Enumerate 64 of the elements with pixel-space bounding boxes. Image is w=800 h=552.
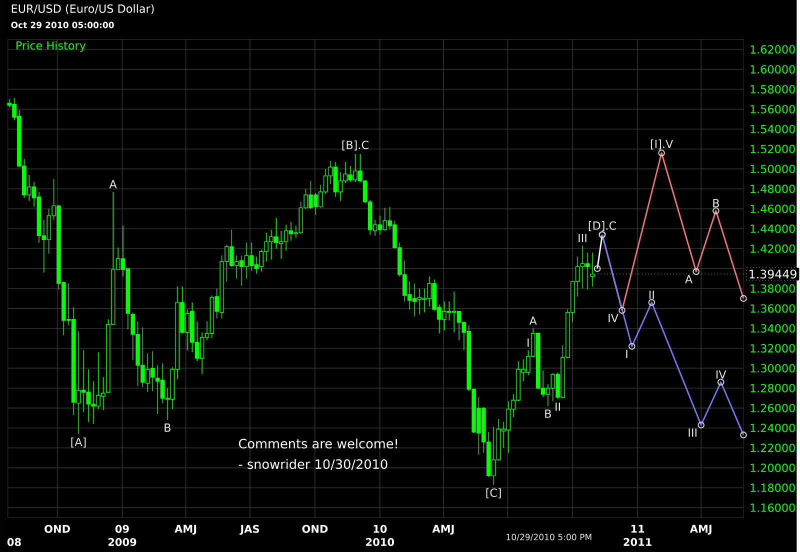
annotation: [A] [71, 437, 86, 448]
y-tick-label: 1.54000 [750, 124, 795, 134]
chart-title: EUR/USD (Euro/US Dollar) [12, 4, 154, 14]
y-tick-label: 1.32000 [750, 344, 795, 352]
y-tick-label: 1.52000 [750, 144, 795, 154]
annotation: II [556, 402, 560, 411]
y-tick-label: 1.44000 [750, 224, 795, 233]
y-tick-label: 1.18000 [750, 483, 795, 492]
y-tick-label: 1.48000 [750, 184, 795, 194]
y-tick-label: 1.34000 [750, 324, 795, 333]
x-tick-label: AMJ [432, 524, 454, 535]
y-tick-label: 1.58000 [750, 84, 795, 94]
annotation: B [713, 199, 719, 208]
y-tick-label: 1.42000 [750, 244, 795, 253]
x-tick-label: AMJ [690, 524, 712, 535]
y-tick-label: 1.36000 [750, 304, 795, 313]
annotation: [B].C [342, 140, 368, 150]
x-tick-label: OND [302, 524, 328, 533]
candlestick [590, 252, 595, 287]
annotation: A [685, 275, 693, 284]
x-tick-label: 09 [115, 524, 129, 533]
y-tick-label: 1.62000 [750, 45, 795, 54]
x-tick-label: 11 [631, 524, 644, 533]
annotation: II [649, 290, 654, 299]
point [594, 265, 601, 272]
annotation: B [545, 410, 551, 418]
y-tick-label: 1.60000 [750, 65, 795, 74]
x2-tick-label: 2010 [366, 538, 394, 546]
y-tick-label: 1.16000 [750, 503, 795, 512]
annotation: A [529, 316, 537, 325]
x-tick-label: JAS [240, 524, 260, 535]
annotation: IV [716, 370, 726, 379]
y-tick-label: 1.46000 [750, 204, 795, 213]
y-tick-label: 1.20000 [750, 464, 795, 472]
text: Price History [16, 40, 86, 52]
x-tick-label: AMJ [174, 524, 196, 535]
x-tick-label: OND [44, 524, 70, 533]
annotation: I [626, 350, 628, 358]
x2-tick-label: 2011 [624, 538, 652, 546]
y-tick-label: 1.30000 [750, 364, 795, 372]
annotation: IV [608, 314, 618, 322]
annotation: [D].C [588, 221, 616, 232]
x-tick-label: 10 [374, 524, 387, 533]
x2-tick-label: 2009 [108, 538, 136, 546]
y-tick-label: 1.56000 [750, 104, 795, 114]
annotation: - snowrider 10/30/2010 [238, 459, 388, 470]
y-tick-label: 1.24000 [750, 424, 795, 432]
annotation: III [578, 234, 586, 242]
y-tick-label: 1.50000 [750, 164, 795, 174]
chart-subtitle: Oct 29 2010 05:00:00 [11, 22, 114, 28]
annotation: [C] [486, 488, 501, 498]
annotation: I [528, 338, 529, 347]
y-tick-label: 1.38000 [750, 284, 795, 293]
annotation: B [164, 423, 170, 432]
y-tick-label: 1.22000 [750, 444, 795, 452]
text: 10/29/2010 5:00 PM [506, 534, 592, 541]
annotation: A [109, 180, 117, 188]
annotation: Comments are welcome! [238, 438, 397, 448]
y-tick-label: 1.28000 [750, 384, 795, 392]
annotation: [I].V [650, 139, 674, 150]
annotation: III [688, 428, 696, 437]
annotation: 1.39449 [750, 270, 796, 278]
x2-tick-label: 08 [7, 538, 21, 546]
y-tick-label: 1.26000 [750, 404, 795, 412]
